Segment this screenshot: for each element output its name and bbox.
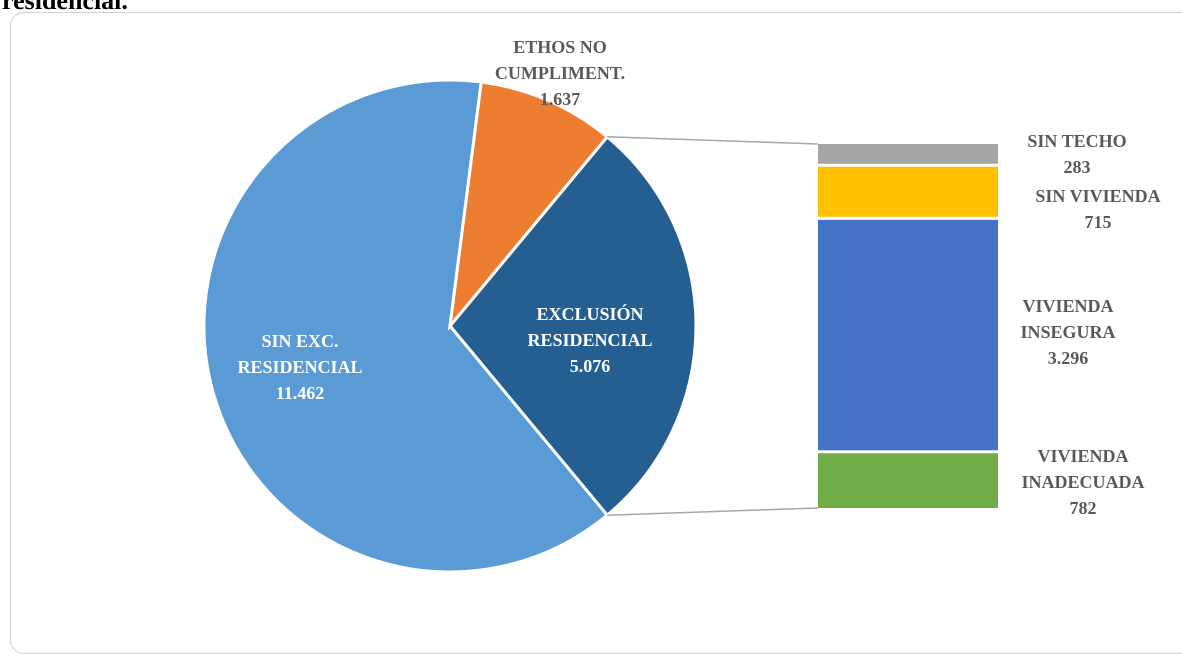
bar-label-sin-vivienda-line-1: SIN VIVIENDA — [1035, 186, 1160, 206]
pie-of-bar-chart: EXCLUSIÓN RESIDENCIAL 5.076 SIN EXC. RESIDEN… — [202, 37, 1161, 574]
bar-label-sin-vivienda-line-2: 715 — [1085, 212, 1112, 232]
bar-label-vivienda-inadecuada-line-1: VIVIENDA — [1037, 446, 1128, 466]
bar-segment-vivienda-insegura — [818, 219, 998, 451]
bar-label-vivienda-inadecuada-line-2: INADECUADA — [1021, 472, 1144, 492]
labels: EXCLUSIÓN RESIDENCIAL 5.076 SIN EXC. RESIDEN… — [237, 37, 1160, 518]
bar-label-sin-techo-line-2: 283 — [1064, 157, 1091, 177]
pie-label-ethos-no-cumpliment-line-1: ETHOS NO — [513, 37, 607, 57]
breakdown-bar — [818, 144, 998, 508]
bar-label-sin-techo-line-1: SIN TECHO — [1027, 131, 1126, 151]
bar-segment-vivienda-inadecuada — [818, 453, 998, 508]
pie-label-ethos-no-cumpliment-line-3: 1.637 — [540, 89, 581, 109]
bar-label-vivienda-insegura-line-2: INSEGURA — [1020, 322, 1115, 342]
pie-slice-sin-exc-residencial — [202, 78, 610, 574]
bar-segment-sin-vivienda — [818, 166, 998, 217]
connector-top — [607, 136, 819, 145]
connector-bottom — [607, 507, 819, 516]
partial-heading: residencial. — [2, 0, 128, 15]
pie-label-sin-exc-residencial-line-1: SIN EXC. — [261, 331, 338, 351]
pie-label-exclusion-residencial-line-1: EXCLUSIÓN — [536, 303, 643, 324]
pie — [202, 78, 698, 574]
pie-label-exclusion-residencial-line-3: 5.076 — [570, 356, 611, 376]
bar-label-vivienda-insegura-line-1: VIVIENDA — [1022, 296, 1113, 316]
pie-label-exclusion-residencial-line-2: RESIDENCIAL — [527, 330, 652, 350]
bar-label-vivienda-insegura-line-3: 3.296 — [1048, 348, 1089, 368]
pie-label-sin-exc-residencial-line-3: 11.462 — [276, 383, 325, 403]
pie-label-sin-exc-residencial-line-2: RESIDENCIAL — [237, 357, 362, 377]
pie-slice-ethos-no-cumpliment — [447, 80, 610, 331]
connector-lines — [607, 136, 819, 516]
bar-label-vivienda-inadecuada-line-3: 782 — [1070, 498, 1097, 518]
bar-segment-sin-techo — [818, 144, 998, 164]
pie-label-ethos-no-cumpliment-line-2: CUMPLIMENT. — [495, 63, 625, 83]
pie-slice-exclusion-residencial — [448, 134, 698, 518]
